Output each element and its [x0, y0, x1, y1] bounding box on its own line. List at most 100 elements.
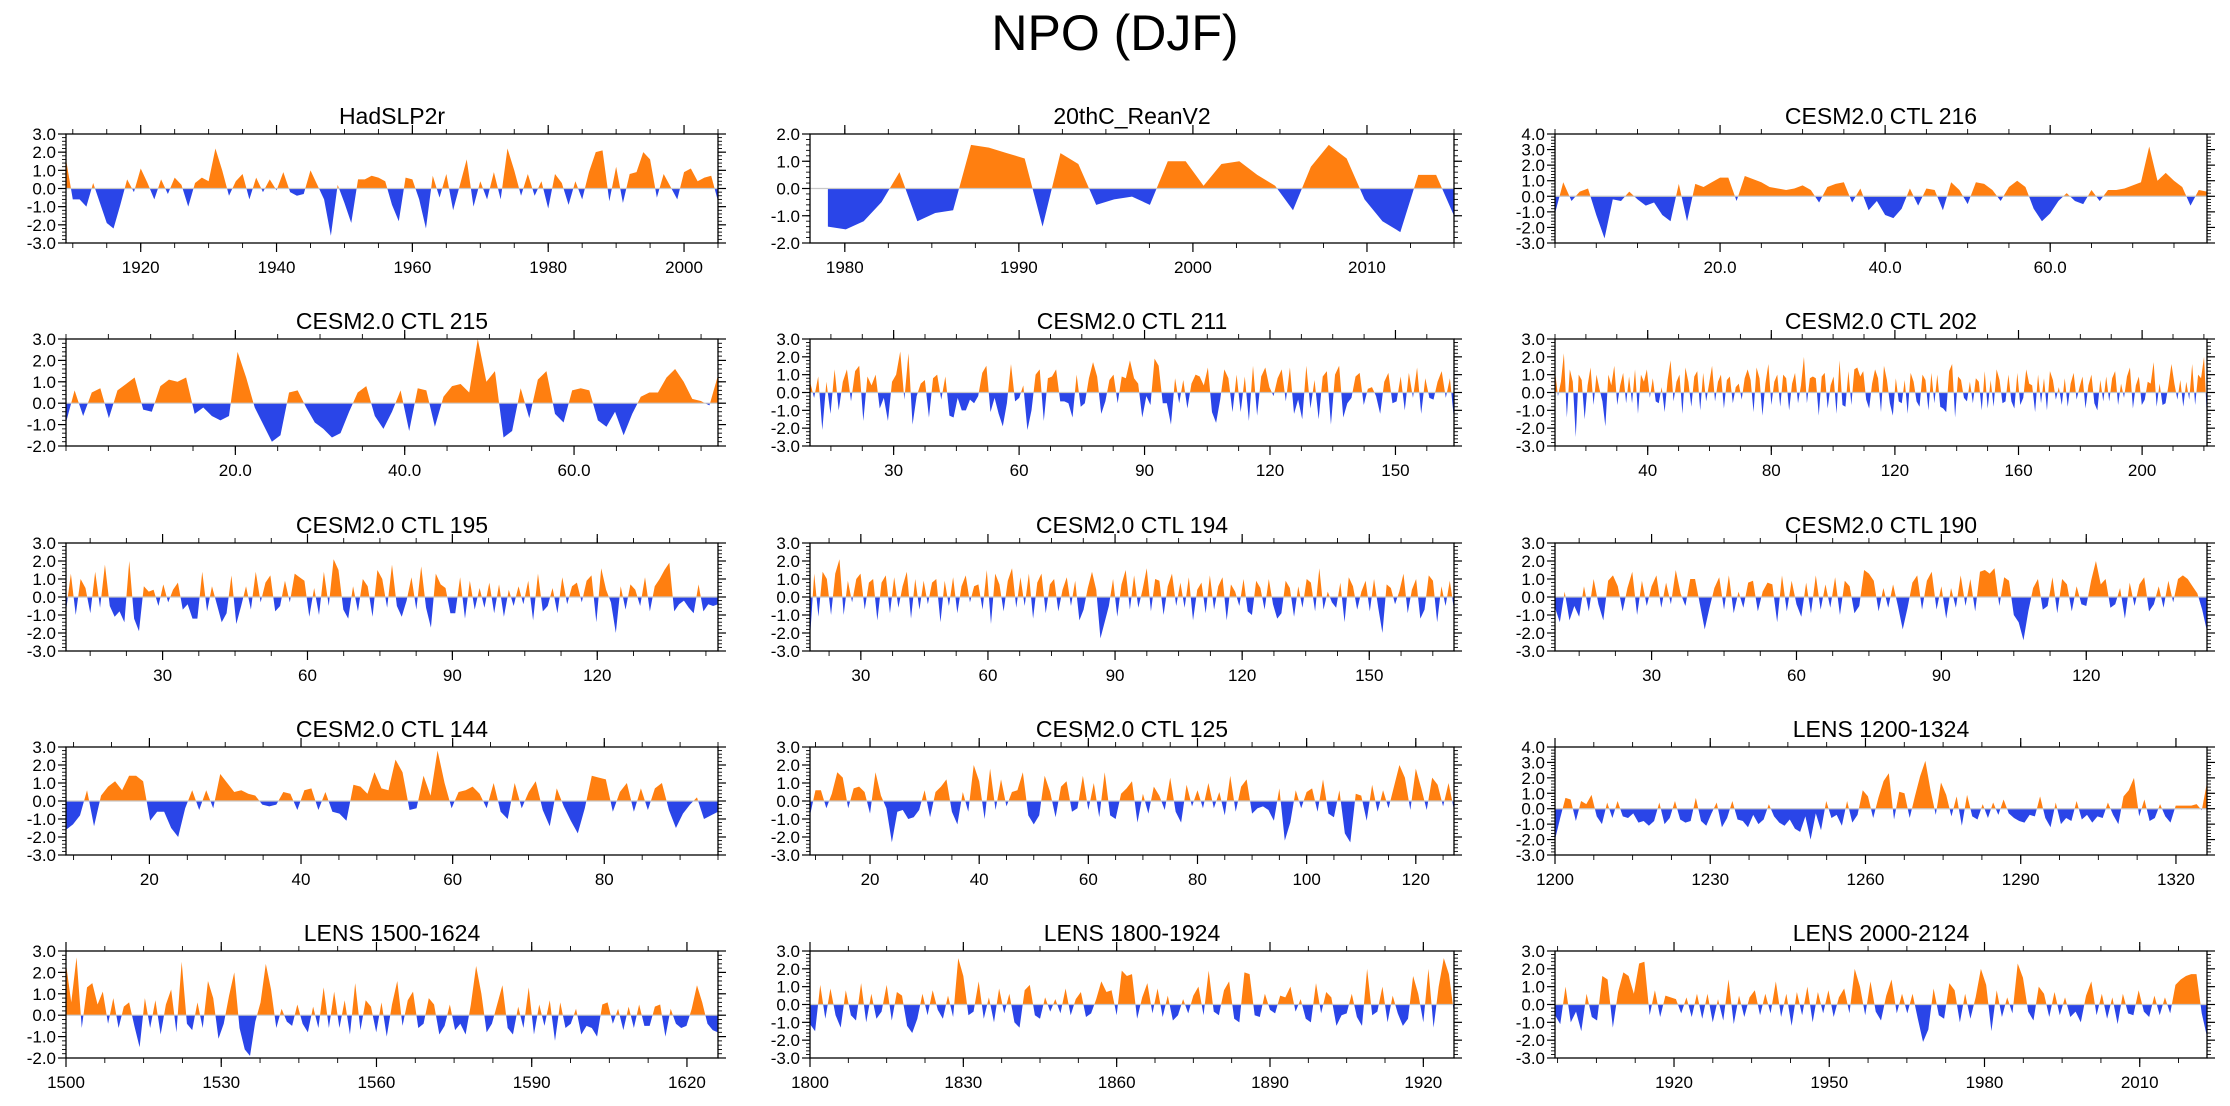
panel-9: CESM2.0 CTL 144 -3.0-2.0-1.00.01.02.03.0 2… — [27, 716, 726, 889]
y-tick-label: 1.0 — [1521, 978, 1545, 997]
x-tick-label: 60.0 — [2034, 258, 2067, 277]
negative-area — [810, 1004, 1454, 1034]
panel-11: LENS 1200-1324 -3.0-2.0-1.00.01.02.03.04.… — [1516, 716, 2215, 889]
y-tick-label: 2.0 — [32, 143, 56, 162]
panel-4: CESM2.0 CTL 211 -3.0-2.0-1.00.01.02.03.0 3… — [771, 308, 1462, 480]
positive-area — [1563, 561, 2199, 597]
y-tick-label: 2.0 — [1521, 769, 1545, 788]
positive-area — [67, 559, 701, 597]
y-tick-label: 4.0 — [1521, 738, 1545, 757]
x-tick-label: 1200 — [1536, 870, 1574, 889]
positive-area — [84, 750, 699, 801]
x-tick-label: 2010 — [2121, 1073, 2159, 1092]
y-tick-label: -2.0 — [1516, 831, 1545, 850]
negative-area — [80, 1015, 718, 1056]
x-tick-label: 80 — [1762, 461, 1781, 480]
negative-area — [810, 801, 1454, 843]
x-tick-label: 90 — [443, 666, 462, 685]
positive-area — [810, 351, 1452, 393]
y-tick-label: -1.0 — [1516, 606, 1545, 625]
x-tick-label: 60 — [298, 666, 317, 685]
panel-title: LENS 2000-2124 — [1793, 920, 1970, 946]
y-tick-label: 1.0 — [776, 366, 800, 385]
x-tick-label: 30 — [851, 666, 870, 685]
y-tick-label: 3.0 — [1521, 753, 1545, 772]
x-tick-label: 100 — [1292, 870, 1320, 889]
y-tick-label: 1.0 — [32, 570, 56, 589]
y-tick-label: 3.0 — [32, 942, 56, 961]
y-tick-label: 4.0 — [1521, 125, 1545, 144]
y-tick-label: 0.0 — [776, 180, 800, 199]
y-tick-label: 0.0 — [32, 1006, 56, 1025]
y-tick-label: -1.0 — [27, 1028, 56, 1047]
y-tick-label: -3.0 — [27, 642, 56, 661]
x-tick-label: 120 — [583, 666, 611, 685]
panel-title: CESM2.0 CTL 216 — [1785, 103, 1977, 129]
panel-14: LENS 2000-2124 -3.0-2.0-1.00.01.02.03.0 19… — [1516, 920, 2215, 1092]
x-tick-label: 90 — [1932, 666, 1951, 685]
y-tick-label: 3.0 — [32, 534, 56, 553]
y-tick-label: 2.0 — [1521, 156, 1545, 175]
plot-frame — [65, 338, 719, 447]
x-tick-label: 160 — [2004, 461, 2032, 480]
panel-1: 20thC_ReanV2 -2.0 -1.0 0.0 1.0 2.0 1980 1990 200… — [771, 103, 1462, 277]
positive-area — [1562, 760, 2207, 809]
y-tick-label: -2.0 — [1516, 1031, 1545, 1050]
y-tick-label: 0.0 — [1521, 384, 1545, 403]
y-tick-label: 2.0 — [776, 960, 800, 979]
y-tick-label: 3.0 — [32, 125, 56, 144]
y-tick-label: 1.0 — [1521, 366, 1545, 385]
x-tick-label: 1980 — [529, 258, 567, 277]
y-tick-label: -2.0 — [771, 419, 800, 438]
y-tick-label: 0.0 — [1521, 800, 1545, 819]
y-tick-label: 3.0 — [1521, 534, 1545, 553]
x-tick-label: 20 — [861, 870, 880, 889]
y-tick-label: -3.0 — [1516, 642, 1545, 661]
y-tick-label: 2.0 — [776, 552, 800, 571]
x-tick-label: 20 — [140, 870, 159, 889]
y-tick-label: 2.0 — [776, 756, 800, 775]
y-tick-label: -3.0 — [771, 1049, 800, 1068]
y-tick-label: 0.0 — [1521, 187, 1545, 206]
y-tick-label: 2.0 — [32, 756, 56, 775]
x-tick-label: 1960 — [393, 258, 431, 277]
y-tick-label: -1.0 — [771, 401, 800, 420]
x-tick-label: 1320 — [2157, 870, 2195, 889]
y-tick-label: -2.0 — [27, 216, 56, 235]
y-tick-label: -2.0 — [27, 437, 56, 456]
y-tick-label: 0.0 — [776, 792, 800, 811]
y-tick-label: 2.0 — [1521, 960, 1545, 979]
x-tick-label: 1290 — [2002, 870, 2040, 889]
y-tick-label: 2.0 — [32, 963, 56, 982]
negative-area — [1557, 392, 2207, 438]
y-tick-label: -1.0 — [1516, 203, 1545, 222]
negative-area — [66, 403, 711, 442]
panel-6: CESM2.0 CTL 195 -3.0-2.0-1.00.01.02.03.0 3… — [27, 512, 726, 685]
y-tick-label: 0.0 — [32, 180, 56, 199]
panel-title: CESM2.0 CTL 125 — [1036, 716, 1228, 742]
x-tick-label: 2010 — [1348, 258, 1386, 277]
plot-frame — [1554, 133, 2208, 244]
y-tick-label: -1.0 — [27, 810, 56, 829]
x-tick-label: 80 — [595, 870, 614, 889]
positive-area — [813, 765, 1453, 801]
panel-title: CESM2.0 CTL 194 — [1036, 512, 1228, 538]
negative-area — [812, 392, 1454, 430]
y-tick-label: -2.0 — [771, 624, 800, 643]
x-tick-label: 60.0 — [558, 461, 591, 480]
x-tick-label: 1890 — [1251, 1073, 1289, 1092]
y-tick-label: 2.0 — [32, 552, 56, 571]
x-tick-label: 2000 — [665, 258, 703, 277]
x-tick-label: 30 — [1642, 666, 1661, 685]
x-tick-label: 60 — [978, 666, 997, 685]
x-tick-label: 40 — [292, 870, 311, 889]
y-tick-label: -2.0 — [1516, 624, 1545, 643]
x-tick-label: 60 — [1010, 461, 1029, 480]
y-tick-label: 3.0 — [776, 330, 800, 349]
panel-10: CESM2.0 CTL 125 -3.0-2.0-1.00.01.02.03.0 2… — [771, 716, 1462, 889]
x-tick-label: 60 — [1079, 870, 1098, 889]
y-tick-label: 0.0 — [776, 588, 800, 607]
negative-area — [66, 801, 718, 837]
x-tick-label: 150 — [1381, 461, 1409, 480]
y-tick-label: 0.0 — [32, 588, 56, 607]
